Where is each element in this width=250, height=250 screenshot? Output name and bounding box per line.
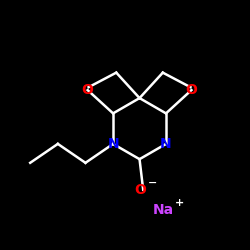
- Text: Na: Na: [153, 203, 174, 217]
- Text: N: N: [160, 137, 172, 151]
- Text: O: O: [82, 83, 94, 97]
- Text: O: O: [186, 83, 198, 97]
- Text: −: −: [148, 178, 157, 188]
- Text: N: N: [107, 137, 119, 151]
- Text: +: +: [175, 198, 184, 208]
- Text: O: O: [134, 183, 146, 197]
